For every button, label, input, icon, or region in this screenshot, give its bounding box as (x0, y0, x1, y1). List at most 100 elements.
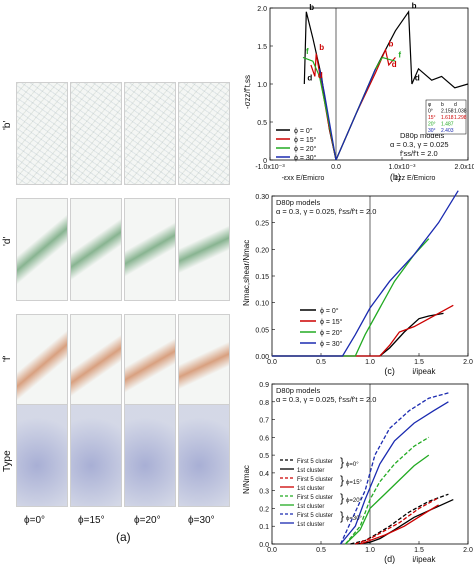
x-tick-label: 2.0x10⁻³ (454, 164, 474, 171)
snapshot-cell (124, 82, 176, 185)
point-label: b (309, 3, 314, 12)
annotation-title: D80p models (400, 131, 444, 140)
legend-brace: } (340, 473, 344, 487)
annotation-line1: α = 0.3, γ = 0.025, f'ss/f't = 2.0 (276, 395, 376, 404)
row-label-f: 'f' (2, 355, 13, 362)
series-line-4 (344, 436, 430, 545)
snapshot-cell (70, 404, 122, 507)
legend-entry: ϕ = 30° (320, 340, 343, 348)
legend-group-label: ϕ=30° (346, 516, 363, 522)
point-label: b (412, 1, 417, 10)
y-tick-label: 0.5 (259, 453, 269, 460)
point-label: b (319, 43, 324, 52)
snapshot-cell (178, 314, 230, 417)
y-tick-label: 0.2 (259, 506, 269, 513)
y-tick-label: 0.15 (255, 274, 269, 281)
y-tick-label: 0.10 (255, 301, 269, 308)
y-tick-label: 0.8 (259, 400, 269, 407)
x-axis-label: i/ipeak (412, 367, 436, 376)
series-line-2-right (335, 56, 396, 161)
x-tick-label: 2.0 (463, 547, 473, 554)
legend-entry: First 5 cluster (297, 495, 333, 501)
snapshot-cell (124, 198, 176, 301)
col-label-20: ϕ=20° (134, 515, 161, 526)
legend-entry: ϕ = 30° (294, 154, 317, 162)
annotation-line1: α = 0.3, γ = 0.025, f'ss/f't = 2.0 (276, 207, 376, 216)
x-tick-label: 0.5 (316, 547, 326, 554)
legend-entry: ϕ = 0° (294, 127, 313, 135)
inset-table-cell: 1.298 (454, 115, 467, 121)
col-label-30: ϕ=30° (188, 515, 215, 526)
snapshot-cell (16, 198, 68, 301)
y-tick-label: 0.0 (259, 542, 269, 549)
inset-table-cell: b (441, 102, 444, 108)
inset-table-cell: 1.487 (441, 122, 454, 128)
legend-entry: 1st cluster (297, 468, 324, 474)
legend-brace: } (340, 491, 344, 505)
inset-table-cell: 2.403 (441, 128, 454, 134)
chart-b-stress-strain: 0 0.5 1.0 1.5 2.0 -1.0x10⁻³ 0.0 1.0x10⁻³ 2.0x10⁻… (243, 1, 474, 182)
legend-brace: } (340, 455, 344, 469)
point-label: b (389, 39, 394, 48)
legend-group-label: ϕ=15° (346, 480, 363, 486)
panel-a: 'b' 'd' 'f' Type ϕ=0° ϕ=15° ϕ=20° ϕ=30° … (2, 82, 230, 544)
series-line-1-right (335, 47, 396, 161)
legend-entry: 1st cluster (297, 522, 324, 528)
col-label-15: ϕ=15° (78, 515, 105, 526)
panel-label: (c) (384, 366, 395, 376)
panel-label: (b) (390, 172, 401, 182)
legend-entry: First 5 cluster (297, 459, 333, 465)
snapshot-cell (70, 82, 122, 185)
point-label: d (318, 71, 323, 80)
y-tick-label: 0.3 (259, 489, 269, 496)
x-tick-label: -1.0x10⁻³ (255, 164, 285, 171)
point-label: d (392, 60, 397, 69)
x-tick-label: 2.0 (463, 359, 473, 366)
annotation-line1: α = 0.3, γ = 0.025 (390, 140, 449, 149)
y-axis-label: Nmac,shear/Nmac (242, 240, 251, 306)
inset-table-cell: 0° (428, 109, 433, 115)
inset-table-cell: 1.618 (441, 115, 454, 121)
series-line-7 (340, 401, 449, 545)
legend-brace: } (340, 509, 344, 523)
point-label: d (307, 73, 312, 82)
series-line-3-left (318, 68, 337, 161)
snapshot-cell (178, 198, 230, 301)
panel-label: (d) (384, 554, 395, 564)
y-tick-label: 1.0 (257, 82, 267, 89)
x-tick-label: 0.5 (316, 359, 326, 366)
series-line-5 (345, 454, 430, 545)
legend-entry: ϕ = 15° (320, 318, 343, 326)
series-line-2 (355, 497, 439, 545)
snapshot-cell (178, 404, 230, 507)
legend-entry: First 5 cluster (297, 513, 333, 519)
y-axis-label: N/Nmac (242, 465, 251, 494)
y-tick-label: 2.0 (257, 6, 267, 13)
y-tick-label: 0 (263, 158, 267, 165)
snapshot-cell (70, 198, 122, 301)
point-label: d (415, 73, 420, 82)
x-tick-label: 0.0 (267, 547, 277, 554)
panel-a-label: (a) (116, 530, 131, 544)
row-label-type: Type (2, 450, 13, 472)
legend-group-label: ϕ=20° (346, 498, 363, 504)
annotation-line2: f'ss/f't = 2.0 (400, 149, 438, 158)
y-tick-label: 0.05 (255, 327, 269, 334)
x-tick-label: 1.0 (365, 359, 375, 366)
snapshot-cell (124, 404, 176, 507)
legend-entry: ϕ = 15° (294, 136, 317, 144)
annotation-title: D80p models (276, 386, 320, 395)
snapshot-cell (178, 82, 230, 185)
y-tick-label: 0.7 (259, 418, 269, 425)
inset-table-cell: 1.038 (454, 109, 467, 115)
inset-table-cell: φ (428, 102, 432, 108)
row-label-d: 'd' (2, 236, 13, 246)
inset-table-cell: 30° (428, 128, 436, 134)
inset-table-cell: 15° (428, 115, 436, 121)
legend-entry: ϕ = 20° (294, 145, 317, 153)
legend-entry: ϕ = 20° (320, 329, 343, 337)
y-tick-label: 0.9 (259, 382, 269, 389)
y-tick-label: 0.30 (255, 194, 269, 201)
series-line-2 (272, 238, 430, 357)
y-tick-label: 0.20 (255, 247, 269, 254)
